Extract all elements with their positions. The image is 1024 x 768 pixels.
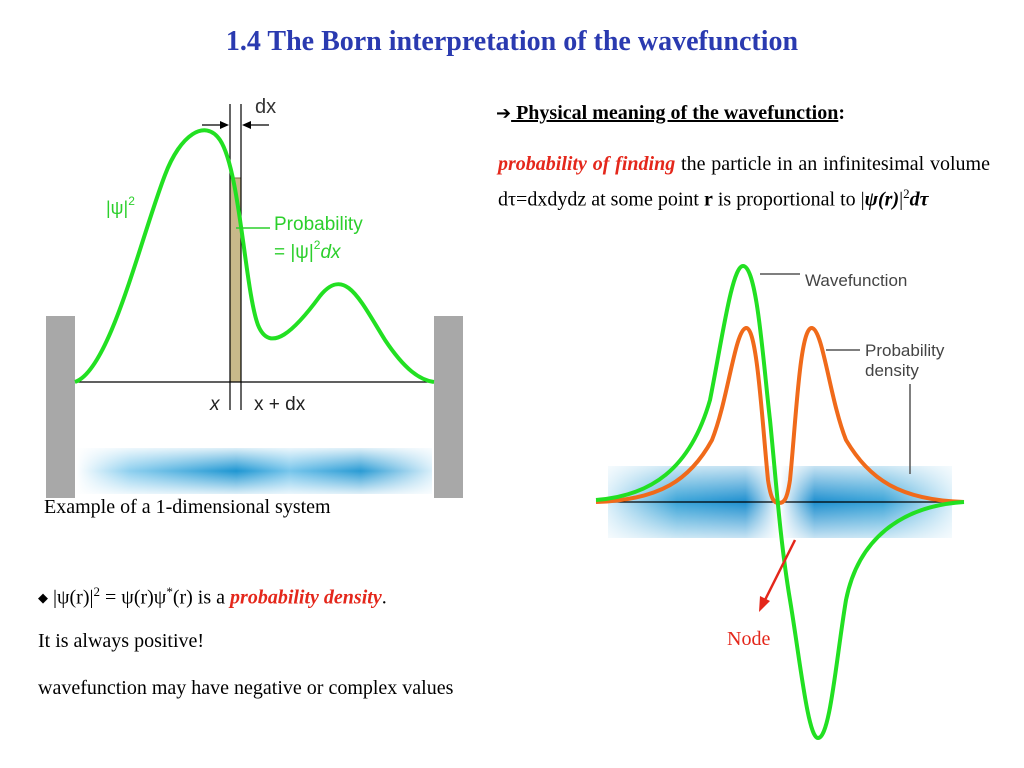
node-label: Node xyxy=(727,628,770,650)
heading-text: Physical meaning of the wavefunction xyxy=(511,102,839,124)
psi-squared-label: |ψ|2 xyxy=(106,194,135,218)
arrow-left-icon xyxy=(242,121,251,129)
probability-density-label-2: density xyxy=(865,361,919,380)
formula-psi-r: ψ(r) xyxy=(864,188,900,211)
emphasis-probability-finding: probability of finding xyxy=(498,153,676,175)
bullet-mid: = ψ(r)ψ xyxy=(100,586,167,609)
formula-sup: 2 xyxy=(903,186,910,201)
bullet-end: . xyxy=(381,586,387,609)
psi-squared-curve xyxy=(74,128,435,384)
always-positive-text: It is always positive! xyxy=(38,630,205,652)
heading-colon: : xyxy=(838,102,845,124)
bold-r: r xyxy=(703,188,713,211)
wavefunction-label: Wavefunction xyxy=(805,271,907,290)
left-wall xyxy=(46,316,75,498)
section-heading: ➔ Physical meaning of the wavefunction: xyxy=(496,102,845,125)
paragraph-part2: is proportional to | xyxy=(712,188,865,211)
bullet-post: (r) is a xyxy=(172,586,231,609)
bullet-pre: |ψ(r)| xyxy=(48,586,94,609)
definition-paragraph: probability of finding the particle in a… xyxy=(498,149,990,215)
arrow-right-icon: ➔ xyxy=(496,103,512,124)
emphasis-probability-density: probability density xyxy=(230,586,382,609)
box-potential-diagram: dx |ψ|2 Probability = |ψ|2dx x x + dx xyxy=(46,96,463,498)
slide-title: 1.4 The Born interpretation of the wavef… xyxy=(225,26,799,57)
x-plus-dx-label: x + dx xyxy=(254,394,306,415)
negative-complex-text: wavefunction may have negative or comple… xyxy=(38,677,454,699)
diagram-caption: Example of a 1-dimensional system xyxy=(44,496,331,518)
wavefunction-curve xyxy=(595,263,965,741)
bullet-sup2: 2 xyxy=(93,584,101,599)
formula-dtau: dτ xyxy=(909,188,929,211)
arrow-right-icon xyxy=(220,121,229,129)
diamond-bullet-icon: ◆ xyxy=(38,590,48,606)
paragraph-part1: the particle in an infinitesimal volume … xyxy=(498,153,990,211)
bullet-star: * xyxy=(166,584,173,599)
right-wall xyxy=(434,316,463,498)
dx-label: dx xyxy=(255,96,276,118)
wavefunction-node-diagram: Wavefunction Probability density Node xyxy=(595,263,965,741)
probability-density-label-1: Probability xyxy=(865,341,945,360)
probability-formula-label: = |ψ|2dx xyxy=(274,238,342,263)
x-label: x xyxy=(209,394,221,415)
arrow-down-left-icon xyxy=(759,596,770,612)
formula-bar: | xyxy=(899,188,904,211)
node-arrow xyxy=(762,539,797,603)
bullet-probability-density: ◆ |ψ(r)|2 = ψ(r)ψ*(r) is a probability d… xyxy=(38,584,387,610)
probability-label: Probability xyxy=(274,214,363,235)
